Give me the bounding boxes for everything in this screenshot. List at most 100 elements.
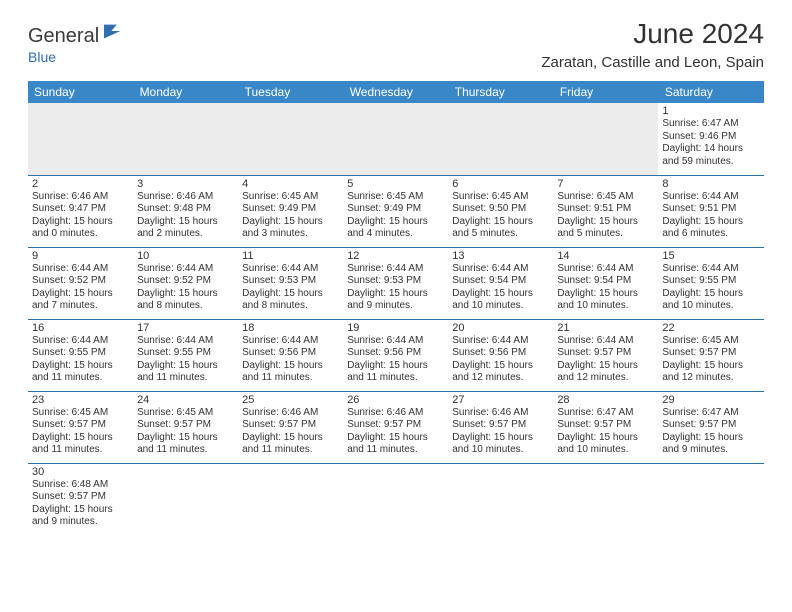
sunset-text: Sunset: 9:53 PM [347, 275, 444, 288]
sunset-text: Sunset: 9:49 PM [242, 203, 339, 216]
day-number: 25 [242, 394, 339, 406]
day-number: 18 [242, 322, 339, 334]
calendar-cell: 11Sunrise: 6:44 AMSunset: 9:53 PMDayligh… [238, 247, 343, 319]
sunrise-text: Sunrise: 6:44 AM [32, 335, 129, 348]
calendar-cell: 8Sunrise: 6:44 AMSunset: 9:51 PMDaylight… [658, 175, 763, 247]
daylight-text: Daylight: 15 hours and 4 minutes. [347, 216, 444, 241]
calendar-cell [343, 103, 448, 175]
sunset-text: Sunset: 9:53 PM [242, 275, 339, 288]
day-number: 3 [137, 178, 234, 190]
sunset-text: Sunset: 9:57 PM [452, 419, 549, 432]
calendar-cell: 14Sunrise: 6:44 AMSunset: 9:54 PMDayligh… [553, 247, 658, 319]
day-number: 11 [242, 250, 339, 262]
day-number: 28 [557, 394, 654, 406]
day-number: 13 [452, 250, 549, 262]
sunrise-text: Sunrise: 6:44 AM [557, 335, 654, 348]
sunset-text: Sunset: 9:57 PM [32, 419, 129, 432]
sunrise-text: Sunrise: 6:45 AM [557, 191, 654, 204]
day-number: 22 [662, 322, 759, 334]
daylight-text: Daylight: 15 hours and 9 minutes. [347, 288, 444, 313]
calendar-cell: 5Sunrise: 6:45 AMSunset: 9:49 PMDaylight… [343, 175, 448, 247]
calendar-week: 1Sunrise: 6:47 AMSunset: 9:46 PMDaylight… [28, 103, 764, 175]
sunset-text: Sunset: 9:57 PM [347, 419, 444, 432]
calendar-cell [448, 103, 553, 175]
sunrise-text: Sunrise: 6:44 AM [347, 263, 444, 276]
day-number: 4 [242, 178, 339, 190]
calendar-cell: 16Sunrise: 6:44 AMSunset: 9:55 PMDayligh… [28, 319, 133, 391]
sunset-text: Sunset: 9:55 PM [32, 347, 129, 360]
sunrise-text: Sunrise: 6:44 AM [557, 263, 654, 276]
daylight-text: Daylight: 15 hours and 10 minutes. [557, 432, 654, 457]
sunset-text: Sunset: 9:55 PM [137, 347, 234, 360]
weekday-header: Wednesday [343, 81, 448, 103]
day-number: 12 [347, 250, 444, 262]
daylight-text: Daylight: 15 hours and 11 minutes. [242, 360, 339, 385]
calendar-cell: 10Sunrise: 6:44 AMSunset: 9:52 PMDayligh… [133, 247, 238, 319]
weekday-header: Monday [133, 81, 238, 103]
sunset-text: Sunset: 9:47 PM [32, 203, 129, 216]
daylight-text: Daylight: 15 hours and 5 minutes. [452, 216, 549, 241]
header: General Blue June 2024 Zaratan, Castille… [0, 0, 792, 75]
sunset-text: Sunset: 9:57 PM [662, 419, 759, 432]
sunset-text: Sunset: 9:57 PM [557, 347, 654, 360]
daylight-text: Daylight: 15 hours and 9 minutes. [662, 432, 759, 457]
daylight-text: Daylight: 15 hours and 11 minutes. [32, 432, 129, 457]
sunset-text: Sunset: 9:50 PM [452, 203, 549, 216]
sunset-text: Sunset: 9:56 PM [452, 347, 549, 360]
calendar-header-row: SundayMondayTuesdayWednesdayThursdayFrid… [28, 81, 764, 103]
sunrise-text: Sunrise: 6:48 AM [32, 479, 129, 492]
sunrise-text: Sunrise: 6:45 AM [32, 407, 129, 420]
calendar-cell: 1Sunrise: 6:47 AMSunset: 9:46 PMDaylight… [658, 103, 763, 175]
month-title: June 2024 [541, 18, 764, 50]
daylight-text: Daylight: 15 hours and 7 minutes. [32, 288, 129, 313]
sunrise-text: Sunrise: 6:44 AM [662, 191, 759, 204]
daylight-text: Daylight: 15 hours and 0 minutes. [32, 216, 129, 241]
sunrise-text: Sunrise: 6:47 AM [662, 118, 759, 131]
sunrise-text: Sunrise: 6:46 AM [32, 191, 129, 204]
logo: General Blue [28, 24, 126, 65]
day-number: 20 [452, 322, 549, 334]
day-number: 16 [32, 322, 129, 334]
calendar-cell: 24Sunrise: 6:45 AMSunset: 9:57 PMDayligh… [133, 391, 238, 463]
calendar-cell: 28Sunrise: 6:47 AMSunset: 9:57 PMDayligh… [553, 391, 658, 463]
calendar-cell [238, 463, 343, 535]
sunrise-text: Sunrise: 6:44 AM [452, 335, 549, 348]
logo-text-block: General Blue [28, 24, 126, 65]
sunrise-text: Sunrise: 6:45 AM [452, 191, 549, 204]
daylight-text: Daylight: 15 hours and 6 minutes. [662, 216, 759, 241]
calendar-cell [658, 463, 763, 535]
calendar-week: 23Sunrise: 6:45 AMSunset: 9:57 PMDayligh… [28, 391, 764, 463]
sunrise-text: Sunrise: 6:44 AM [242, 263, 339, 276]
location: Zaratan, Castille and Leon, Spain [541, 54, 764, 71]
daylight-text: Daylight: 15 hours and 10 minutes. [662, 288, 759, 313]
calendar-cell [553, 463, 658, 535]
daylight-text: Daylight: 15 hours and 8 minutes. [137, 288, 234, 313]
daylight-text: Daylight: 15 hours and 12 minutes. [557, 360, 654, 385]
calendar-cell: 19Sunrise: 6:44 AMSunset: 9:56 PMDayligh… [343, 319, 448, 391]
sunset-text: Sunset: 9:57 PM [242, 419, 339, 432]
calendar-week: 16Sunrise: 6:44 AMSunset: 9:55 PMDayligh… [28, 319, 764, 391]
logo-main: General [28, 25, 99, 47]
daylight-text: Daylight: 15 hours and 11 minutes. [242, 432, 339, 457]
sunset-text: Sunset: 9:57 PM [32, 491, 129, 504]
daylight-text: Daylight: 15 hours and 11 minutes. [347, 432, 444, 457]
day-number: 21 [557, 322, 654, 334]
sunrise-text: Sunrise: 6:44 AM [347, 335, 444, 348]
calendar-cell: 7Sunrise: 6:45 AMSunset: 9:51 PMDaylight… [553, 175, 658, 247]
sunrise-text: Sunrise: 6:47 AM [662, 407, 759, 420]
daylight-text: Daylight: 15 hours and 11 minutes. [32, 360, 129, 385]
sunset-text: Sunset: 9:54 PM [452, 275, 549, 288]
daylight-text: Daylight: 15 hours and 9 minutes. [32, 504, 129, 529]
flag-icon [104, 22, 126, 40]
day-number: 5 [347, 178, 444, 190]
daylight-text: Daylight: 15 hours and 11 minutes. [137, 360, 234, 385]
calendar-cell: 27Sunrise: 6:46 AMSunset: 9:57 PMDayligh… [448, 391, 553, 463]
sunset-text: Sunset: 9:51 PM [557, 203, 654, 216]
daylight-text: Daylight: 15 hours and 12 minutes. [452, 360, 549, 385]
calendar-cell [133, 463, 238, 535]
sunrise-text: Sunrise: 6:44 AM [452, 263, 549, 276]
sunrise-text: Sunrise: 6:44 AM [32, 263, 129, 276]
calendar-cell [133, 103, 238, 175]
calendar-cell: 3Sunrise: 6:46 AMSunset: 9:48 PMDaylight… [133, 175, 238, 247]
calendar-cell: 12Sunrise: 6:44 AMSunset: 9:53 PMDayligh… [343, 247, 448, 319]
